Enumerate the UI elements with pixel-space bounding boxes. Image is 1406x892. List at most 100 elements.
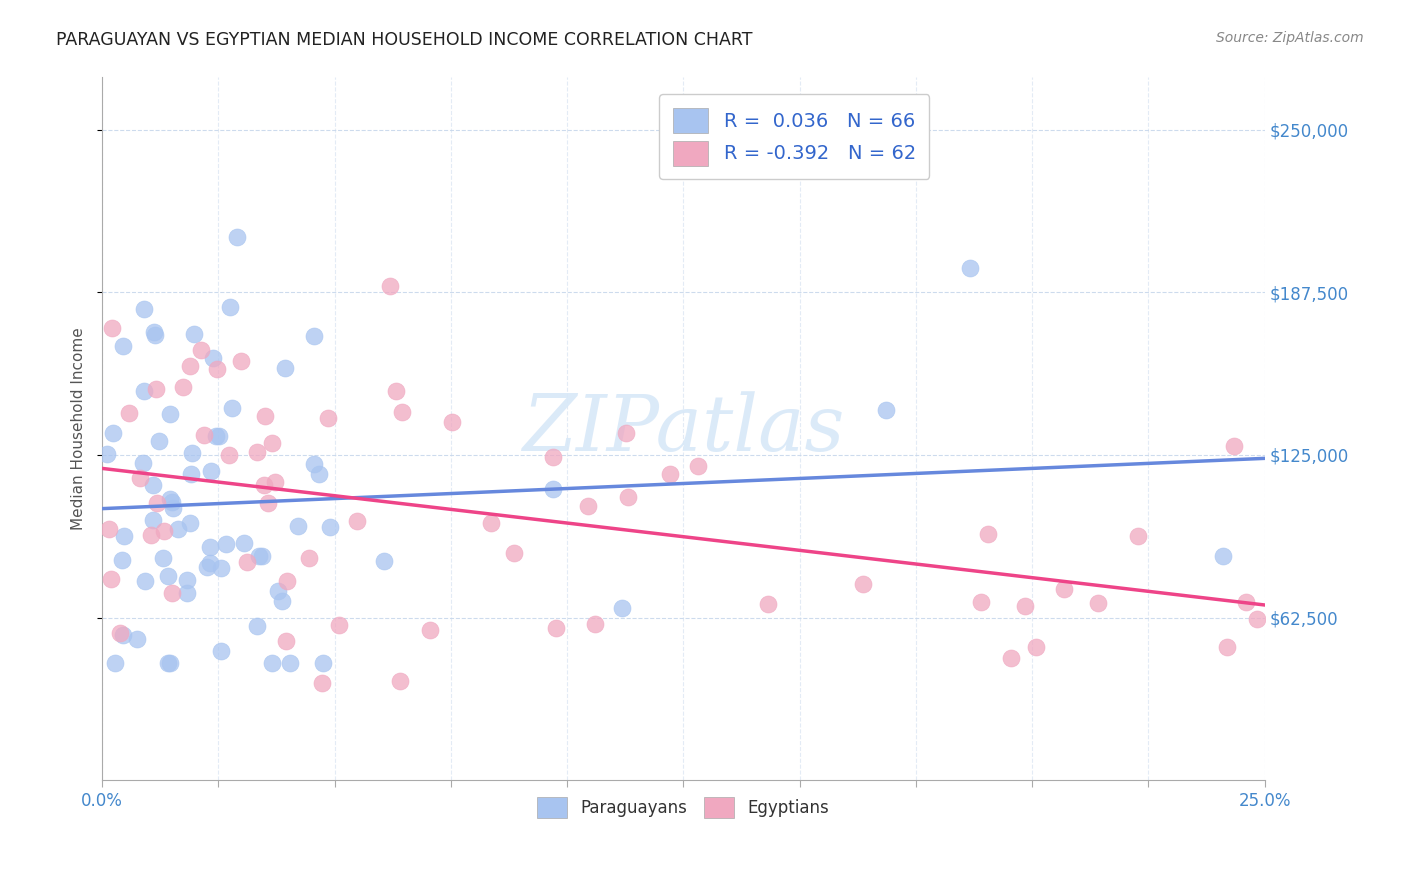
Point [167, 522, 190, 536]
Point [215, 537, 238, 551]
Point [108, 626, 131, 640]
Point [391, 405, 413, 419]
Point [302, 457, 325, 471]
Point [970, 595, 993, 609]
Point [218, 448, 240, 462]
Point [316, 411, 339, 425]
Point [247, 549, 270, 563]
Point [273, 360, 295, 375]
Point [153, 524, 176, 538]
Point [658, 467, 681, 482]
Point [190, 343, 212, 357]
Point [756, 598, 779, 612]
Point [180, 445, 202, 459]
Point [250, 549, 273, 563]
Point [208, 429, 231, 443]
Point [253, 477, 276, 491]
Point [1087, 595, 1109, 609]
Point [1000, 650, 1022, 665]
Point [610, 600, 633, 615]
Point [146, 496, 169, 510]
Point [1053, 582, 1076, 596]
Point [162, 495, 184, 509]
Point [202, 351, 225, 366]
Point [278, 656, 301, 670]
Point [183, 326, 205, 341]
Point [373, 554, 395, 568]
Point [546, 621, 568, 635]
Point [264, 475, 287, 490]
Point [246, 619, 269, 633]
Point [576, 499, 599, 513]
Point [583, 617, 606, 632]
Point [101, 425, 124, 440]
Point [260, 436, 283, 450]
Point [204, 428, 226, 442]
Point [198, 540, 221, 554]
Point [118, 406, 141, 420]
Point [134, 574, 156, 588]
Point [157, 569, 180, 583]
Point [385, 384, 408, 399]
Point [246, 444, 269, 458]
Legend: Paraguayans, Egyptians: Paraguayans, Egyptians [531, 790, 837, 825]
Point [543, 450, 565, 464]
Point [111, 339, 134, 353]
Point [193, 428, 215, 442]
Point [1222, 439, 1244, 453]
Point [614, 426, 637, 441]
Point [179, 516, 201, 530]
Point [875, 403, 897, 417]
Point [162, 586, 184, 600]
Point [148, 434, 170, 448]
Point [298, 551, 321, 566]
Point [389, 674, 412, 689]
Point [180, 467, 202, 482]
Point [378, 279, 401, 293]
Point [276, 574, 298, 588]
Point [97, 522, 120, 536]
Point [302, 329, 325, 343]
Point [959, 260, 981, 275]
Point [172, 380, 194, 394]
Point [145, 383, 167, 397]
Point [96, 447, 118, 461]
Point [479, 516, 502, 530]
Point [226, 229, 249, 244]
Point [440, 415, 463, 429]
Point [977, 527, 1000, 541]
Point [276, 634, 298, 648]
Point [1014, 599, 1036, 613]
Point [112, 628, 135, 642]
Point [176, 574, 198, 588]
Text: Source: ZipAtlas.com: Source: ZipAtlas.com [1216, 31, 1364, 45]
Point [1216, 640, 1239, 654]
Point [617, 490, 640, 504]
Point [127, 632, 149, 646]
Point [328, 618, 350, 632]
Point [267, 584, 290, 599]
Point [157, 656, 180, 670]
Point [218, 300, 240, 314]
Point [200, 464, 222, 478]
Point [419, 623, 441, 637]
Point [254, 409, 277, 424]
Point [101, 321, 124, 335]
Point [236, 555, 259, 569]
Point [176, 585, 198, 599]
Point [162, 501, 184, 516]
Point [311, 676, 333, 690]
Point [308, 467, 330, 481]
Point [1246, 612, 1268, 626]
Point [159, 407, 181, 421]
Point [139, 528, 162, 542]
Point [1212, 549, 1234, 563]
Point [100, 573, 122, 587]
Point [287, 519, 309, 533]
Point [128, 471, 150, 485]
Point [145, 328, 167, 343]
Point [256, 496, 278, 510]
Point [1025, 640, 1047, 654]
Point [142, 325, 165, 339]
Point [502, 546, 524, 560]
